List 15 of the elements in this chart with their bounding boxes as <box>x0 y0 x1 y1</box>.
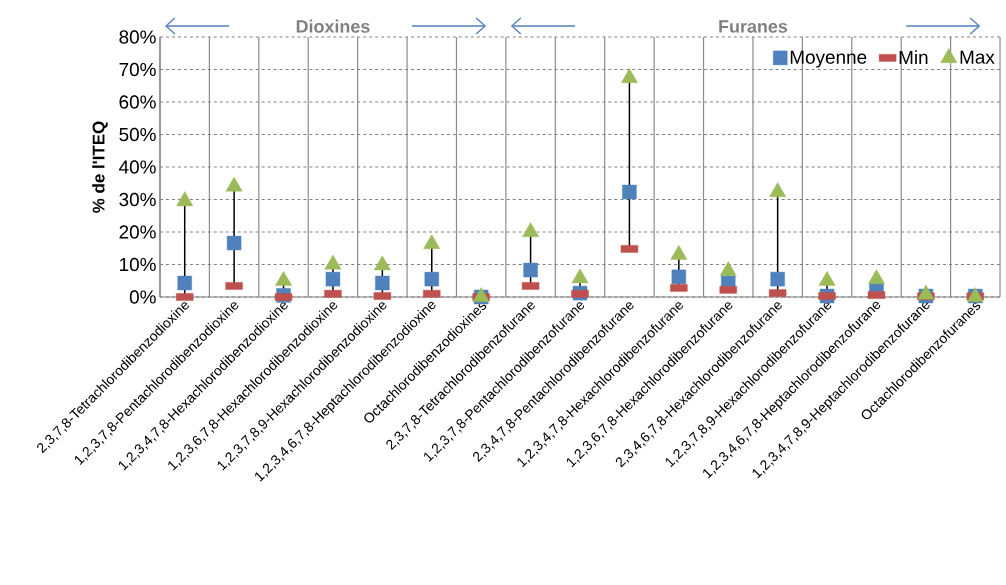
y-tick-label: 20% <box>119 225 156 239</box>
y-tick-label: 40% <box>119 160 156 174</box>
text: Dioxines <box>296 19 370 33</box>
legend-label: Max <box>960 50 995 64</box>
y-tick-label: 50% <box>119 127 156 142</box>
y-tick-label: 30% <box>119 192 156 207</box>
legend-label: Moyenne <box>790 50 867 68</box>
y-tick-label: 60% <box>119 95 156 109</box>
y-tick-label: 10% <box>120 257 156 272</box>
text: Furanes <box>719 20 788 33</box>
y-tick-label: 80% <box>119 30 156 44</box>
y-axis-title: % de l'ITEQ <box>92 121 108 213</box>
legend-label: Min <box>899 50 928 64</box>
y-tick-label: 0% <box>129 290 156 304</box>
y-tick-label: 70% <box>119 62 156 77</box>
